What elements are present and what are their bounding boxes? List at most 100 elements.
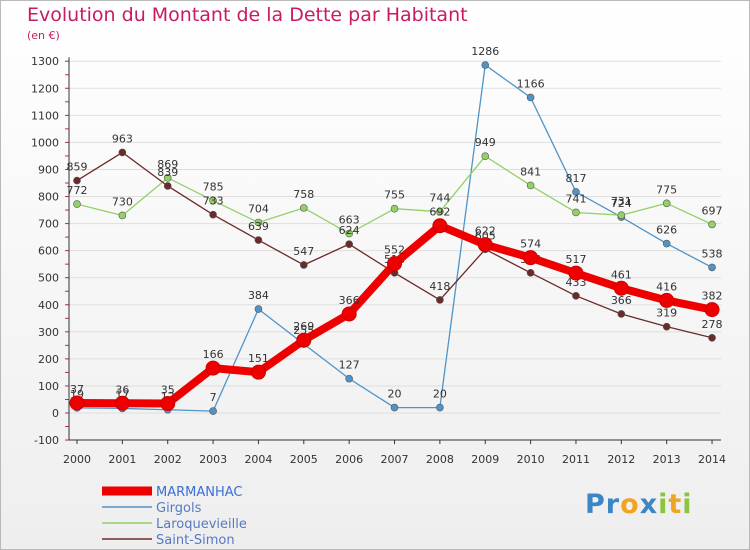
data-point: [209, 196, 217, 205]
x-tick-label: 2000: [63, 453, 91, 466]
data-label: 517: [565, 253, 586, 266]
y-tick-label: 300: [38, 326, 59, 339]
data-point: [160, 396, 176, 412]
data-label: 1286: [471, 45, 499, 58]
data-label: 36: [115, 383, 129, 396]
data-label: 639: [248, 220, 269, 233]
data-point: [617, 310, 626, 318]
data-label: 547: [293, 245, 314, 258]
y-tick-label: 1000: [31, 136, 59, 149]
data-label: 461: [611, 268, 632, 281]
data-label: 538: [702, 247, 723, 260]
x-tick-label: 2002: [154, 453, 182, 466]
data-label: 269: [293, 320, 314, 333]
logo-letter: i: [682, 489, 693, 520]
chart-subtitle: (en €): [27, 29, 60, 42]
proxiti-logo: Proxiti: [585, 489, 693, 520]
data-label: 733: [203, 195, 224, 208]
y-tick-label: 600: [38, 245, 59, 258]
data-point: [73, 200, 81, 208]
data-point: [704, 302, 720, 318]
data-point: [662, 199, 671, 208]
data-point: [523, 250, 539, 266]
data-point: [526, 181, 535, 190]
x-tick-label: 2013: [653, 453, 681, 466]
data-label: 758: [293, 188, 314, 201]
y-tick-label: 100: [38, 380, 59, 393]
data-label: 166: [203, 348, 224, 361]
data-label: 382: [702, 290, 723, 303]
logo-letter: r: [605, 489, 621, 520]
data-point: [163, 174, 172, 182]
data-label: 744: [429, 192, 450, 205]
data-point: [572, 292, 580, 300]
data-point: [118, 148, 127, 157]
data-point: [617, 211, 626, 219]
data-label: 859: [67, 161, 88, 174]
data-point: [572, 208, 580, 217]
logo-letter: t: [668, 489, 683, 520]
data-label: 704: [248, 202, 269, 215]
data-point: [254, 236, 263, 244]
data-label: 817: [565, 172, 586, 185]
data-point: [114, 395, 130, 411]
data-label: 1166: [517, 77, 545, 90]
data-point: [432, 218, 448, 234]
data-point: [662, 322, 671, 331]
legend-label: Girgols: [156, 501, 202, 516]
data-point: [345, 240, 353, 248]
data-point: [436, 207, 444, 216]
data-label: 366: [339, 294, 360, 307]
data-label: 151: [248, 352, 269, 365]
data-label: 37: [70, 383, 84, 396]
data-label: 626: [656, 224, 677, 237]
data-label: 433: [565, 276, 586, 289]
data-point: [254, 305, 263, 313]
x-tick-label: 2001: [108, 453, 136, 466]
y-tick-label: 1200: [31, 82, 59, 95]
data-point: [73, 176, 81, 185]
logo-letter: o: [620, 489, 640, 520]
y-tick-label: 800: [38, 191, 59, 204]
data-point: [613, 280, 629, 296]
data-label: 552: [384, 244, 405, 257]
data-point: [436, 403, 444, 412]
data-point: [708, 220, 716, 229]
y-tick-label: 400: [38, 299, 59, 312]
y-tick-label: 700: [38, 218, 59, 231]
data-point: [390, 403, 399, 412]
data-point: [299, 204, 308, 212]
data-label: 127: [339, 359, 360, 372]
logo-letter: P: [585, 489, 606, 520]
y-tick-label: 200: [38, 353, 59, 366]
data-point: [299, 261, 308, 269]
x-tick-label: 2014: [698, 453, 726, 466]
y-tick-label: 500: [38, 272, 59, 285]
data-label: 785: [203, 181, 224, 194]
data-point: [69, 395, 85, 411]
data-label: 755: [384, 189, 405, 202]
data-point: [481, 152, 490, 161]
logo-letter: x: [639, 489, 659, 520]
data-point: [209, 407, 217, 415]
data-point: [708, 333, 716, 342]
data-point: [436, 296, 444, 304]
x-tick-label: 2007: [381, 453, 409, 466]
x-tick-label: 2006: [335, 453, 363, 466]
data-point: [250, 364, 266, 380]
data-label: 278: [702, 318, 723, 331]
legend-label: MARMANHAC: [156, 485, 243, 500]
data-label: 366: [611, 294, 632, 307]
data-label: 741: [565, 192, 586, 205]
data-label: 692: [429, 206, 450, 219]
data-label: 319: [656, 307, 677, 320]
data-label: 775: [656, 183, 677, 196]
data-label: 20: [433, 388, 447, 401]
data-label: 418: [429, 280, 450, 293]
data-label: 869: [157, 158, 178, 171]
x-tick-label: 2011: [562, 453, 590, 466]
data-label: 839: [157, 166, 178, 179]
data-point: [209, 210, 217, 219]
